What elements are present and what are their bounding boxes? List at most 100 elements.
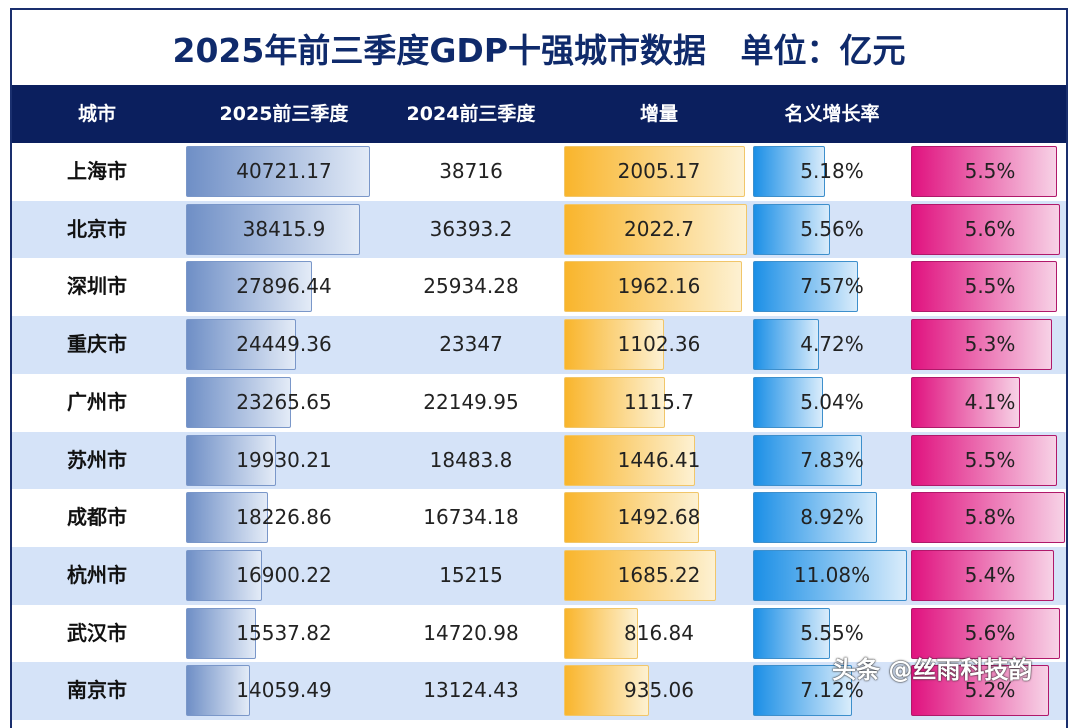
city-name: 苏州市 — [67, 447, 127, 472]
data-bar — [753, 203, 831, 255]
data-bar — [753, 549, 907, 601]
cell-value: 16900.22 — [236, 562, 332, 587]
cell-value: 7.57% — [800, 274, 864, 299]
cell-value: 1685.22 — [617, 562, 701, 587]
data-bar — [564, 203, 747, 255]
cell-value: 18483.8 — [429, 447, 513, 472]
data-bar — [753, 492, 877, 544]
table-row: 上海市 40721.17 38716 2005.17 5.18% 5.5% — [12, 143, 1066, 201]
data-bar — [186, 549, 263, 601]
city-name: 北京市 — [67, 216, 127, 241]
cell-value: 7.12% — [800, 678, 864, 703]
cell-value: 38716 — [439, 159, 503, 183]
column-header: 名义增长率 — [784, 103, 880, 125]
column-header — [911, 85, 1069, 143]
data-bar — [564, 549, 717, 601]
table-frame — [10, 8, 1068, 728]
city-name: 重庆市 — [67, 332, 127, 357]
cell-value: 5.56% — [800, 216, 864, 241]
cell-value: 14720.98 — [423, 620, 519, 645]
city-name: 武汉市 — [67, 620, 127, 645]
data-bar — [564, 492, 700, 544]
cell-value: 8.92% — [800, 505, 864, 530]
cell-value: 23265.65 — [236, 389, 332, 414]
data-bar — [186, 261, 313, 313]
data-bar — [186, 319, 297, 371]
cell-value: 24449.36 — [236, 332, 332, 357]
data-bar — [186, 376, 292, 428]
cell-value: 13124.43 — [423, 678, 519, 703]
table-row: 重庆市 24449.36 23347 1102.36 4.72% 5.3% — [12, 316, 1066, 374]
cell-value: 5.04% — [800, 389, 864, 414]
column-header: 增量 — [639, 103, 678, 125]
cell-value: 23347 — [439, 332, 503, 357]
data-bar — [753, 261, 859, 313]
cell-value: 15215 — [439, 562, 503, 587]
cell-value: 11.08% — [793, 562, 871, 587]
cell-value: 19930.21 — [236, 447, 332, 472]
table-row: 成都市 18226.86 16734.18 1492.68 8.92% 5.8% — [12, 489, 1066, 547]
table-row: 广州市 23265.65 22149.95 1115.7 5.04% 4.1% — [12, 374, 1066, 432]
cell-value: 7.83% — [800, 447, 864, 472]
cell-value: 22149.95 — [423, 389, 519, 414]
city-name: 广州市 — [67, 389, 127, 414]
cell-value: 16734.18 — [423, 505, 519, 530]
cell-value: 15537.82 — [236, 620, 332, 645]
data-bar — [564, 434, 695, 486]
data-bar — [186, 607, 257, 659]
data-bar — [186, 203, 360, 255]
cell-value: 5.55% — [800, 620, 864, 645]
table-row: 深圳市 27896.44 25934.28 1962.16 7.57% 5.5% — [12, 258, 1066, 316]
data-bar — [564, 376, 665, 428]
column-header: 2025前三季度 — [219, 103, 349, 125]
cell-value: 5.18% — [800, 159, 864, 183]
data-bar — [753, 319, 819, 371]
cell-value: 2005.17 — [617, 159, 701, 183]
cell-value: 5.5% — [964, 447, 1016, 472]
cell-value: 40721.17 — [236, 159, 332, 183]
table-row: 杭州市 16900.22 15215 1685.22 11.08% 5.4% — [12, 546, 1066, 605]
data-bar — [564, 319, 664, 371]
data-bar — [911, 319, 1052, 371]
cell-value: 27896.44 — [236, 274, 332, 299]
table-header: 城市 2025前三季度 2024前三季度 增量 名义增长率 — [12, 85, 1066, 143]
watermark: 头条 @丝雨科技韵 — [832, 656, 1033, 684]
cell-value: 4.1% — [964, 389, 1016, 414]
data-bar — [753, 434, 862, 486]
cell-value: 5.5% — [964, 159, 1016, 183]
data-bar — [753, 146, 825, 197]
table-row: 北京市 38415.9 36393.2 2022.7 5.56% 5.6% — [12, 200, 1066, 259]
city-name: 成都市 — [67, 505, 127, 530]
cell-value: 5.6% — [964, 216, 1016, 241]
cell-value: 5.8% — [964, 505, 1016, 530]
cell-value: 1492.68 — [617, 505, 701, 530]
cell-value: 25934.28 — [423, 274, 519, 299]
data-bar — [911, 146, 1058, 197]
data-bar — [911, 203, 1060, 255]
cell-value: 5.2% — [964, 678, 1016, 703]
city-name: 杭州市 — [67, 562, 127, 587]
cell-value: 14059.49 — [236, 678, 332, 703]
data-bar — [911, 261, 1058, 313]
data-bar — [911, 549, 1055, 601]
data-bar — [753, 376, 824, 428]
cell-value: 4.72% — [800, 332, 864, 357]
data-bar — [186, 492, 269, 544]
data-bar — [186, 434, 277, 486]
data-bar — [564, 146, 746, 197]
city-name: 南京市 — [67, 678, 127, 703]
data-bar — [564, 261, 742, 313]
column-header: 2024前三季度 — [406, 103, 536, 125]
cell-value: 18226.86 — [236, 505, 332, 530]
page-title: 2025年前三季度GDP十强城市数据 单位：亿元 — [172, 30, 906, 70]
data-bar — [911, 376, 1020, 428]
data-bar — [911, 434, 1058, 486]
table-row: 武汉市 15537.82 14720.98 816.84 5.55% 5.6% — [12, 605, 1066, 663]
cell-value: 1115.7 — [624, 389, 694, 414]
cell-value: 5.3% — [964, 332, 1016, 357]
cell-value: 36393.2 — [429, 216, 513, 241]
data-bar — [911, 492, 1065, 544]
cell-value: 935.06 — [624, 678, 694, 703]
cell-value: 816.84 — [624, 620, 694, 645]
table-row: 苏州市 19930.21 18483.8 1446.41 7.83% 5.5% — [12, 431, 1066, 490]
